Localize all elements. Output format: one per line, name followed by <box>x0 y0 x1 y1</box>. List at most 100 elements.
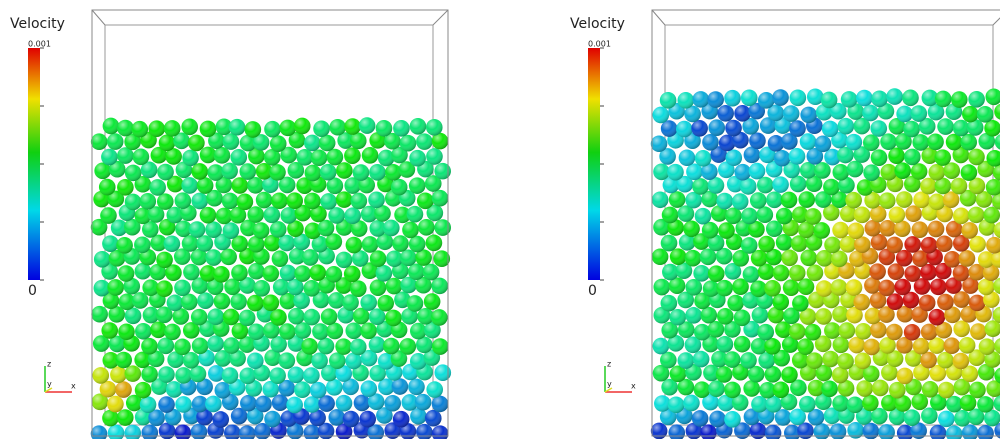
particle-shade <box>896 191 913 208</box>
particle-shade <box>889 207 906 224</box>
particle-shade <box>305 165 322 182</box>
box-edge <box>92 10 105 25</box>
particle-shade <box>269 164 286 181</box>
particle-shade <box>685 250 702 267</box>
particle-shade <box>393 120 410 137</box>
particle-shade <box>823 179 840 196</box>
particle-shade <box>222 193 239 210</box>
particle-shade <box>426 148 443 165</box>
particle-shade <box>871 149 888 166</box>
particle-shade <box>247 352 264 369</box>
particle-shade <box>757 177 774 194</box>
particle-shade <box>346 237 363 254</box>
particle-shade <box>425 410 442 427</box>
particle-shade <box>149 179 166 196</box>
particle-shade <box>99 179 116 196</box>
particle-shade <box>743 380 760 397</box>
particle-shade <box>969 382 986 399</box>
particle-shade <box>652 248 669 265</box>
particle-shade <box>743 266 760 283</box>
particle-shade <box>979 338 996 355</box>
particle-shade <box>309 264 326 281</box>
particle-shade <box>191 424 208 439</box>
particle-shade <box>351 193 368 210</box>
particle-shade <box>781 366 798 383</box>
particle-shade <box>734 336 751 353</box>
particle-shade <box>798 191 815 208</box>
particle-shade <box>986 237 1000 254</box>
particle-shade <box>911 221 928 238</box>
particle-shade <box>856 380 873 397</box>
particle-shade <box>986 380 1000 397</box>
particle-shade <box>164 235 181 252</box>
particle-shade <box>271 192 288 209</box>
particle-shade <box>913 338 930 355</box>
particle-shade <box>328 409 345 426</box>
particle-shade <box>245 121 262 138</box>
particle-shade <box>902 90 919 107</box>
particle-shade <box>107 279 124 296</box>
particle-shade <box>764 280 781 297</box>
particle-shade <box>426 235 443 252</box>
particle-shade <box>652 191 669 208</box>
particle-shade <box>181 294 198 311</box>
particle-shade <box>799 396 816 413</box>
particle-shade <box>350 280 367 297</box>
particle-shade <box>336 395 353 412</box>
particle-shade <box>166 381 183 398</box>
particle-shade <box>797 338 814 355</box>
particle-shade <box>766 191 783 208</box>
particle-shade <box>833 337 850 354</box>
colorbar-title: Velocity <box>10 16 65 32</box>
particle-shade <box>336 162 353 179</box>
particle-shade <box>800 133 817 150</box>
particle-shade <box>124 365 141 382</box>
axis-label: x <box>631 382 636 391</box>
particle-shade <box>953 265 970 282</box>
particle-shade <box>683 395 700 412</box>
particle-shade <box>651 135 668 152</box>
particle-shade <box>855 323 872 340</box>
particle-shade <box>328 207 345 224</box>
particle-shade <box>679 149 696 166</box>
particle-shade <box>806 352 823 369</box>
particle-shade <box>758 236 775 253</box>
particle-shade <box>318 338 335 355</box>
particle-shade <box>970 323 987 340</box>
particle-shade <box>888 147 905 164</box>
particle-shade <box>423 264 440 281</box>
particle-shade <box>813 222 830 239</box>
particle-shade <box>432 190 449 207</box>
particle-shade <box>125 194 142 211</box>
particle-shade <box>214 293 231 310</box>
particle-shade <box>107 396 124 413</box>
particle-shade <box>327 149 344 166</box>
particle-shade <box>393 411 410 428</box>
particle-shade <box>815 308 832 325</box>
particle-shade <box>789 148 806 165</box>
particle-shade <box>772 89 789 106</box>
particle-shade <box>255 396 272 413</box>
particle-shade <box>156 252 173 269</box>
particle-shade <box>100 207 117 224</box>
particle-shade <box>434 219 451 236</box>
particle-shade <box>887 293 904 310</box>
particle-shade <box>400 249 417 266</box>
particle-shade <box>669 309 686 326</box>
particle-shade <box>938 411 955 428</box>
particle-shade <box>188 135 205 152</box>
particle-shade <box>253 222 270 239</box>
particle-shade <box>854 353 871 370</box>
particle-shade <box>94 251 111 268</box>
particle-shade <box>928 221 945 238</box>
particle-shade <box>716 366 733 383</box>
particle-shade <box>725 120 742 137</box>
particle-shade <box>946 426 963 439</box>
particle-shade <box>132 292 149 309</box>
particle-shade <box>692 91 709 108</box>
particle-shade <box>700 307 717 324</box>
particle-shade <box>432 425 449 439</box>
particle-shade <box>192 338 209 355</box>
particle-shade <box>239 425 256 439</box>
particle-shade <box>118 265 135 282</box>
